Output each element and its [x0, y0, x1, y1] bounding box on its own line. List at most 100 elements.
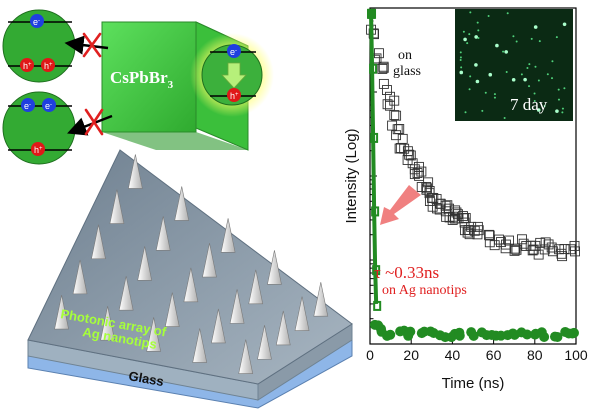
y-axis-title: Intensity (Log)	[343, 128, 360, 223]
nanotip-cone	[202, 243, 217, 278]
emitter-dot	[528, 85, 531, 88]
data-point-on-glass	[374, 48, 384, 59]
emitter-dot	[561, 111, 564, 114]
emitter-dot	[563, 87, 566, 90]
nanotips-decay-line	[369, 9, 379, 304]
electron-label: e-	[45, 101, 52, 111]
emitter-dot	[511, 77, 516, 82]
x-tick-label: 60	[486, 347, 502, 363]
data-point-on-nanotips	[454, 330, 465, 341]
emitter-dot	[557, 98, 560, 101]
emitter-dot	[477, 29, 480, 32]
nanotip-cone	[183, 267, 199, 303]
decay-plot: 0 20 40 60 80 100 7 day on glass τ ~0.33ns on…	[343, 7, 588, 392]
data-point-on-glass	[421, 182, 432, 192]
crystal-label: CsPbBr3	[110, 68, 174, 91]
data-point-on-glass	[407, 158, 418, 169]
x-tick-label: 80	[527, 347, 543, 363]
emitter-dot	[543, 105, 546, 108]
data-point-on-glass	[484, 229, 494, 240]
data-point-on-nanotips	[539, 331, 550, 342]
electron-label: e-	[24, 101, 31, 111]
data-point-on-glass	[539, 244, 550, 255]
emitter-dot	[493, 93, 496, 96]
data-point-on-glass	[559, 244, 570, 254]
x-axis-title: Time (ns)	[442, 375, 505, 392]
emitter-dot	[551, 77, 554, 80]
nanotip-cone	[220, 218, 236, 253]
emitter-dot	[515, 40, 518, 43]
blocked-cross-icon	[84, 108, 104, 136]
emitter-dot	[459, 70, 464, 75]
lifetime-label: τ ~0.33ns	[374, 263, 439, 282]
data-point-on-glass	[458, 211, 468, 222]
emitter-dot	[488, 72, 493, 77]
hole-particle	[20, 58, 34, 72]
data-point-on-glass	[382, 85, 392, 95]
emitter-dot	[477, 36, 480, 39]
nanotip-cone	[313, 282, 329, 317]
emitter-dot	[561, 107, 564, 110]
data-point-on-nanotips	[403, 330, 414, 341]
nanotip-cone	[54, 294, 69, 330]
inset-emitter-dots	[459, 11, 567, 119]
data-point-on-glass	[466, 221, 477, 232]
data-point-on-nanotips	[549, 331, 560, 342]
emitter-dot	[551, 60, 554, 63]
emitter-dot	[537, 79, 540, 82]
nanotip-cone	[238, 339, 254, 374]
emitter-dot	[502, 50, 505, 53]
nanotip-cone	[155, 216, 171, 251]
data-point-on-glass	[484, 230, 495, 241]
emitter-dot	[464, 111, 467, 114]
data-point-on-nanotips	[567, 328, 578, 339]
data-point-on-glass	[518, 238, 529, 249]
data-point-on-nanotips	[486, 329, 497, 340]
emission-arrow	[221, 62, 247, 89]
nanotip-cone	[248, 269, 264, 305]
data-point-on-nanotips	[466, 327, 477, 338]
data-point-on-glass	[435, 198, 446, 209]
data-point-on-glass	[450, 205, 461, 216]
emitter-dot	[506, 12, 509, 15]
emitter-dot	[536, 108, 541, 112]
emitter-dot	[520, 73, 523, 76]
emitter-dot	[557, 88, 560, 91]
data-point-on-glass	[494, 234, 504, 245]
nanotip-cone	[174, 186, 190, 221]
data-point-on-glass	[540, 237, 551, 248]
nanotip-cone	[229, 289, 245, 324]
nanotip-cone	[267, 250, 282, 285]
emitter-dot	[555, 109, 559, 113]
data-point-on-glass	[399, 143, 410, 154]
trion-circle-negative: e- e- h+	[2, 91, 113, 165]
data-point-on-glass	[469, 225, 480, 236]
data-point-on-glass	[444, 203, 455, 214]
nanotip-cones	[54, 154, 329, 374]
emitter-dot	[469, 75, 472, 78]
data-point-on-glass	[504, 235, 514, 246]
data-point-on-glass	[533, 249, 544, 260]
data-point-on-glass	[416, 166, 427, 177]
emitter-dot	[474, 35, 478, 39]
series-on-nanotips	[367, 8, 579, 343]
x-tick-label: 0	[366, 347, 374, 363]
emitter-dot	[487, 15, 490, 18]
decay-arrow	[380, 185, 421, 225]
data-point-on-nanotips	[385, 329, 396, 340]
data-point-on-glass	[462, 227, 473, 238]
nanotip-cone	[118, 276, 134, 311]
hole-label: h+	[230, 91, 239, 101]
emitter-dot	[530, 37, 533, 40]
emitter-dot	[493, 96, 496, 99]
emitter-dot	[533, 25, 538, 29]
data-point-on-glass	[404, 149, 415, 160]
emitter-dot	[459, 56, 462, 59]
hole-label: h+	[23, 61, 32, 71]
data-point-on-glass	[557, 251, 568, 262]
inset-label: 7 day	[510, 95, 548, 114]
x-tick-label: 20	[403, 347, 419, 363]
emitter-dot	[528, 63, 531, 66]
data-point-on-glass	[382, 99, 393, 110]
